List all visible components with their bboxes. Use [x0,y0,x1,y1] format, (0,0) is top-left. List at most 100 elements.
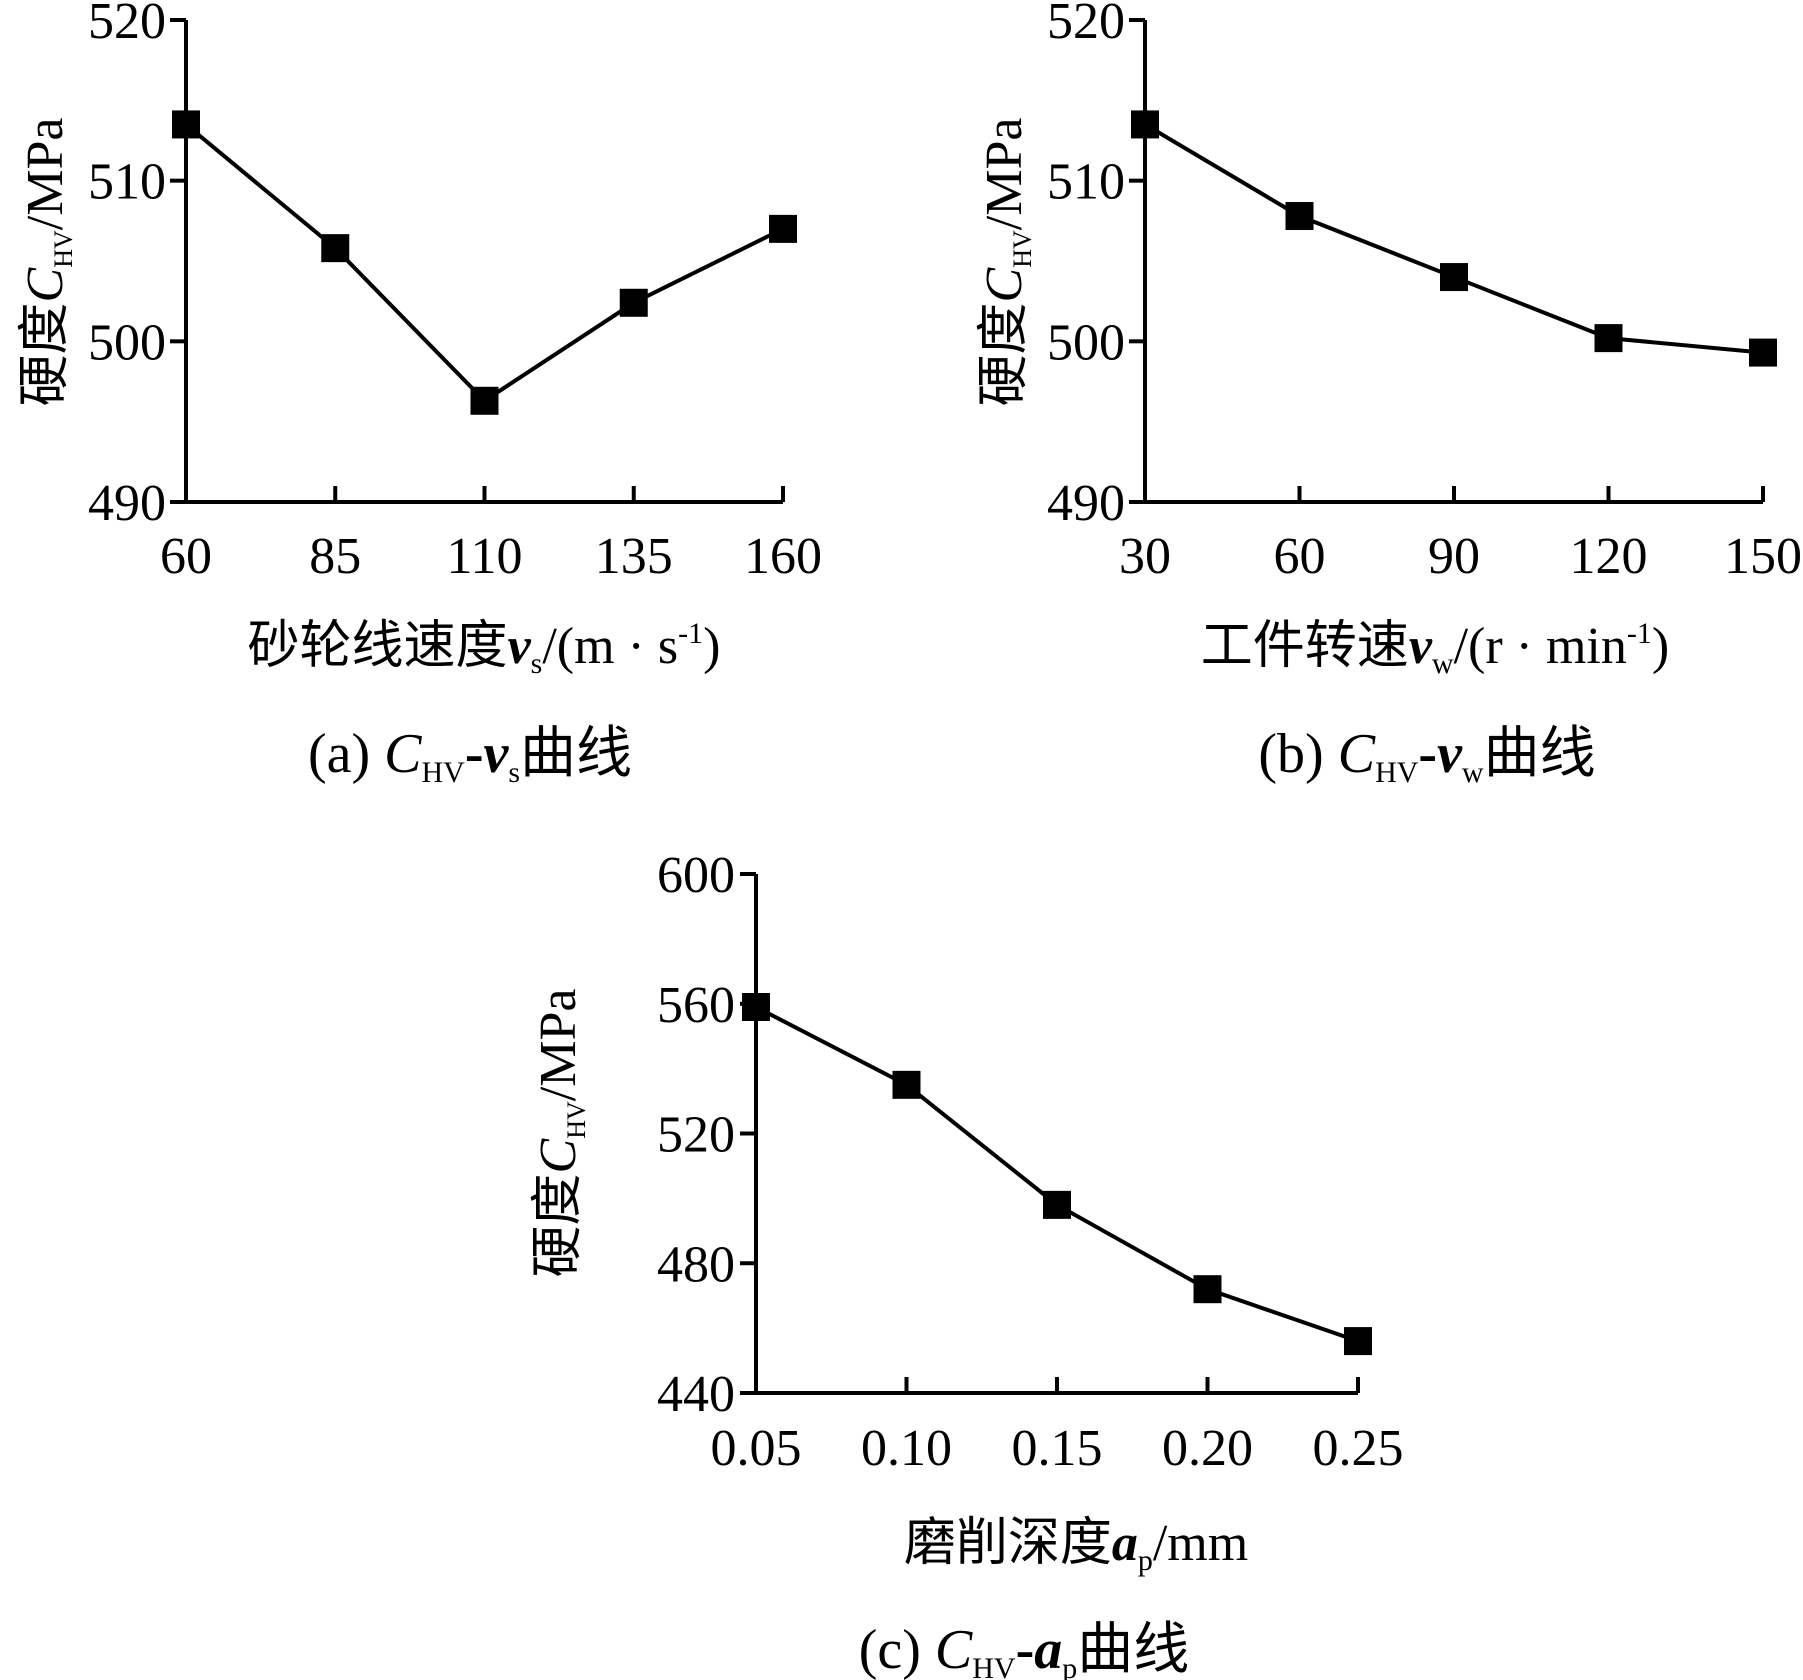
data-point-marker [1749,338,1777,367]
x-axis-title: 砂轮线速度vs/(m · s-1) [248,617,721,680]
x-axis-title-unit: /(r · min [1454,618,1627,675]
y-axis-title-subscript: HV [49,230,78,268]
data-point-marker [1131,110,1159,139]
data-point-marker [742,992,770,1021]
x-axis-title-subscript: p [1138,1544,1153,1577]
x-axis-title-symbol: v [1409,618,1433,675]
y-axis-title-symbol: C [17,266,74,302]
series-line [1143,122,1764,355]
caption-symbol: v [1437,723,1463,785]
y-tick-label: 510 [88,154,166,211]
data-point-marker [321,234,350,263]
data-point-marker [1285,202,1314,231]
y-axis-title-symbol: C [530,1137,587,1173]
y-tick-label: 520 [88,0,166,50]
y-axis-title: 硬度CHV/MPa [530,989,591,1278]
x-tick-label: 85 [309,528,361,585]
caption-subscript: HV [972,1652,1016,1680]
data-point-marker [892,1070,921,1099]
panel-caption: (a) CHV-vs曲线 [308,723,632,789]
y-axis-title-subscript: HV [562,1101,591,1139]
x-axis-title-subscript: w [1432,647,1454,680]
y-tick-label: 520 [657,1107,735,1164]
y-axis-title-unit: /MPa [976,118,1033,231]
x-tick-label: 110 [446,528,522,585]
caption-suffix: 曲线 [1484,723,1596,785]
data-point-marker [1043,1190,1071,1219]
y-tick-label: 510 [1047,154,1125,211]
y-axis-title-text: 硬度 [530,1173,587,1277]
x-axis-title-text: 砂轮线速度 [248,618,508,675]
x-tick-label: 90 [1428,528,1480,585]
x-tick-label: 0.25 [1313,1420,1404,1477]
x-tick-label: 0.05 [711,1420,802,1477]
y-tick-label: 560 [657,977,735,1034]
chart-panel-c: 440 480 520 560 600 0.05 0.10 0.15 0.20 0.25 磨削深度a… [530,847,1404,1680]
x-axis-title-text: 工件转速 [1201,618,1409,675]
data-point-marker [1594,324,1623,353]
x-axis-title-close: ) [703,618,720,675]
caption-subscript: HV [421,756,465,789]
x-axis-title-text: 磨削深度 [904,1515,1112,1572]
x-tick-label: 0.15 [1012,1420,1103,1477]
x-axis-title-symbol: a [1112,1515,1138,1572]
caption-symbol: C [1338,723,1376,785]
y-axis-title-unit: /MPa [17,118,74,231]
y-axis-title-subscript: HV [1008,230,1037,268]
x-axis-title-superscript: -1 [678,617,703,650]
caption-suffix: 曲线 [1077,1619,1189,1680]
y-tick-label: 520 [1047,0,1125,50]
caption-dash: - [1016,1619,1035,1680]
caption-subscript: s [508,756,520,789]
series-line [184,122,784,404]
panel-caption: (c) CHV-ap曲线 [859,1619,1190,1680]
x-axis-title-close: ) [1652,618,1669,675]
data-point-marker [1193,1275,1222,1304]
x-axis-title-superscript: -1 [1627,617,1652,650]
x-tick-label: 0.10 [861,1420,952,1477]
y-axis-title-unit: /MPa [530,989,587,1102]
caption-suffix: 曲线 [520,723,632,785]
x-tick-label: 120 [1570,528,1648,585]
caption-symbol: C [935,1619,973,1680]
x-tick-label: 135 [595,528,673,585]
y-tick-label: 600 [657,847,735,904]
y-tick-label: 490 [88,475,166,532]
x-tick-label: 30 [1119,528,1171,585]
y-tick-label: 440 [657,1366,735,1423]
y-axis-title-symbol: C [976,266,1033,302]
caption-subscript: w [1462,756,1484,789]
y-axis-title: 硬度CHV/MPa [976,118,1037,407]
caption-subscript: HV [1375,756,1419,789]
caption-symbol: C [384,723,422,785]
y-tick-label: 500 [88,314,166,371]
x-axis-title-unit: /(m · s [542,618,678,675]
y-tick-label: 490 [1047,475,1125,532]
x-tick-label: 0.20 [1162,1420,1253,1477]
data-point-marker [619,288,648,317]
panel-caption: (b) CHV-vw曲线 [1258,723,1595,789]
y-tick-label: 500 [1047,314,1125,371]
y-axis-title-text: 硬度 [976,302,1033,406]
data-point-marker [769,214,797,243]
y-axis-title: 硬度CHV/MPa [17,118,78,407]
x-axis-title-symbol: v [508,618,532,675]
x-tick-label: 60 [160,528,212,585]
caption-dash: - [465,723,484,785]
data-point-marker [172,110,200,139]
caption-prefix: (b) [1258,723,1337,785]
y-axis-title-text: 硬度 [17,302,74,406]
caption-prefix: (c) [859,1619,935,1680]
y-tick-label: 480 [657,1236,735,1293]
caption-symbol: v [483,723,509,785]
caption-prefix: (a) [308,723,384,785]
x-tick-label: 150 [1724,528,1802,585]
data-point-marker [1440,263,1468,292]
x-axis-title-unit: /mm [1153,1515,1248,1572]
x-axis-title: 工件转速vw/(r · min-1) [1201,617,1669,680]
x-tick-label: 60 [1274,528,1326,585]
x-axis-title-subscript: s [531,647,543,680]
